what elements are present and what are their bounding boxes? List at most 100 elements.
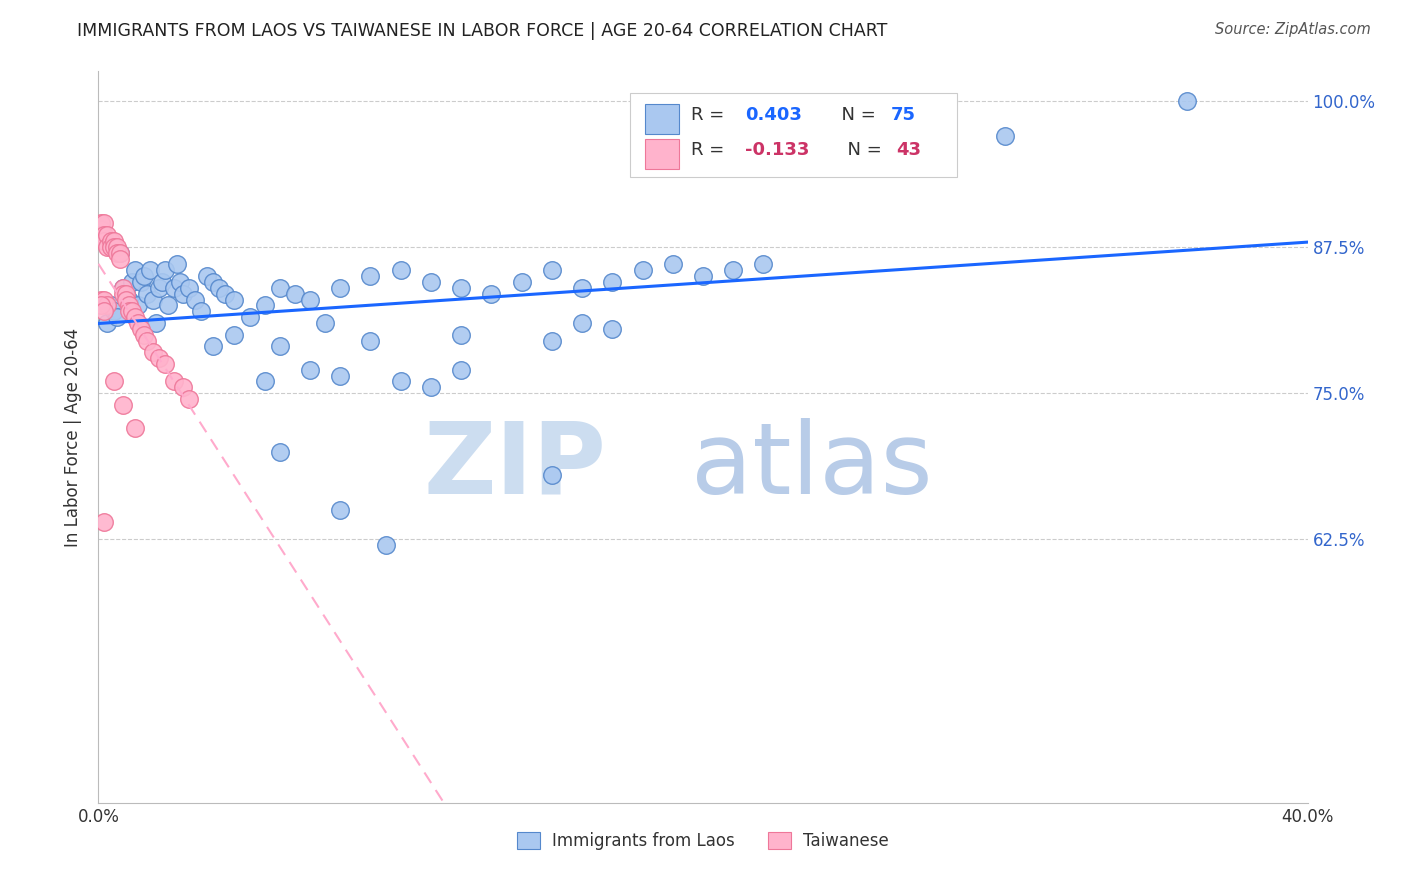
Point bbox=[121, 304, 143, 318]
Point bbox=[135, 286, 157, 301]
Point bbox=[184, 293, 207, 307]
Point bbox=[108, 245, 131, 260]
Point bbox=[148, 281, 170, 295]
Point bbox=[114, 293, 136, 307]
Point bbox=[208, 281, 231, 295]
Point bbox=[114, 286, 136, 301]
Text: R =: R = bbox=[690, 141, 730, 159]
Point bbox=[111, 281, 134, 295]
Point bbox=[329, 368, 352, 383]
Point bbox=[118, 293, 141, 307]
Point bbox=[153, 263, 176, 277]
Point bbox=[269, 444, 291, 458]
Point bbox=[389, 263, 412, 277]
Point bbox=[540, 263, 562, 277]
Point bbox=[100, 298, 122, 312]
Point bbox=[103, 375, 125, 389]
Point bbox=[105, 240, 128, 254]
Point bbox=[111, 286, 134, 301]
Point bbox=[103, 234, 125, 248]
FancyBboxPatch shape bbox=[645, 139, 679, 169]
Point bbox=[224, 327, 246, 342]
Point bbox=[153, 357, 176, 371]
Point bbox=[202, 339, 225, 353]
Point bbox=[139, 263, 162, 277]
Point bbox=[132, 269, 155, 284]
Point bbox=[135, 334, 157, 348]
Point bbox=[692, 269, 714, 284]
Point bbox=[129, 322, 152, 336]
Point bbox=[269, 281, 291, 295]
Point bbox=[90, 228, 112, 243]
Point bbox=[132, 327, 155, 342]
Point bbox=[299, 363, 322, 377]
Point bbox=[190, 304, 212, 318]
Point bbox=[96, 316, 118, 330]
Point bbox=[195, 269, 218, 284]
Point bbox=[96, 228, 118, 243]
Point bbox=[118, 298, 141, 312]
Point bbox=[124, 263, 146, 277]
Point bbox=[202, 275, 225, 289]
Point bbox=[723, 263, 745, 277]
Point bbox=[148, 351, 170, 365]
Point bbox=[510, 275, 533, 289]
Point bbox=[93, 293, 115, 307]
Point bbox=[602, 322, 624, 336]
Point bbox=[163, 281, 186, 295]
Point bbox=[96, 240, 118, 254]
Point bbox=[103, 304, 125, 318]
Point bbox=[179, 392, 201, 406]
Point bbox=[299, 293, 322, 307]
Y-axis label: In Labor Force | Age 20-64: In Labor Force | Age 20-64 bbox=[65, 327, 83, 547]
Point bbox=[166, 257, 188, 271]
Point bbox=[145, 316, 167, 330]
Text: IMMIGRANTS FROM LAOS VS TAIWANESE IN LABOR FORCE | AGE 20-64 CORRELATION CHART: IMMIGRANTS FROM LAOS VS TAIWANESE IN LAB… bbox=[77, 22, 887, 40]
Point bbox=[108, 245, 131, 260]
Point bbox=[105, 245, 128, 260]
Point bbox=[169, 275, 191, 289]
Point bbox=[142, 345, 165, 359]
Point bbox=[127, 298, 149, 312]
Point bbox=[374, 538, 396, 552]
Point bbox=[329, 281, 352, 295]
Point bbox=[114, 286, 136, 301]
Point bbox=[163, 375, 186, 389]
Point bbox=[360, 334, 382, 348]
Point bbox=[214, 286, 236, 301]
Text: 43: 43 bbox=[897, 141, 921, 159]
FancyBboxPatch shape bbox=[630, 94, 957, 178]
Text: atlas: atlas bbox=[690, 417, 932, 515]
Point bbox=[93, 228, 115, 243]
Point bbox=[124, 421, 146, 435]
Point bbox=[420, 380, 443, 394]
Point bbox=[360, 269, 382, 284]
Text: 0.403: 0.403 bbox=[745, 106, 803, 124]
Point bbox=[129, 275, 152, 289]
Point bbox=[269, 339, 291, 353]
Text: ZIP: ZIP bbox=[423, 417, 606, 515]
Point bbox=[179, 281, 201, 295]
Point bbox=[481, 286, 503, 301]
Point bbox=[142, 293, 165, 307]
FancyBboxPatch shape bbox=[645, 104, 679, 134]
Point bbox=[100, 234, 122, 248]
Point bbox=[1175, 94, 1198, 108]
Point bbox=[124, 310, 146, 325]
Point bbox=[540, 334, 562, 348]
Point bbox=[111, 281, 134, 295]
Point bbox=[253, 298, 276, 312]
Point bbox=[93, 515, 115, 529]
Point bbox=[172, 286, 194, 301]
Text: R =: R = bbox=[690, 106, 730, 124]
Point bbox=[389, 375, 412, 389]
Point bbox=[90, 293, 112, 307]
Point bbox=[90, 217, 112, 231]
Point bbox=[127, 316, 149, 330]
Point bbox=[224, 293, 246, 307]
Point bbox=[253, 375, 276, 389]
Point bbox=[121, 275, 143, 289]
Point bbox=[631, 263, 654, 277]
Text: N =: N = bbox=[837, 141, 887, 159]
Point bbox=[90, 222, 112, 236]
